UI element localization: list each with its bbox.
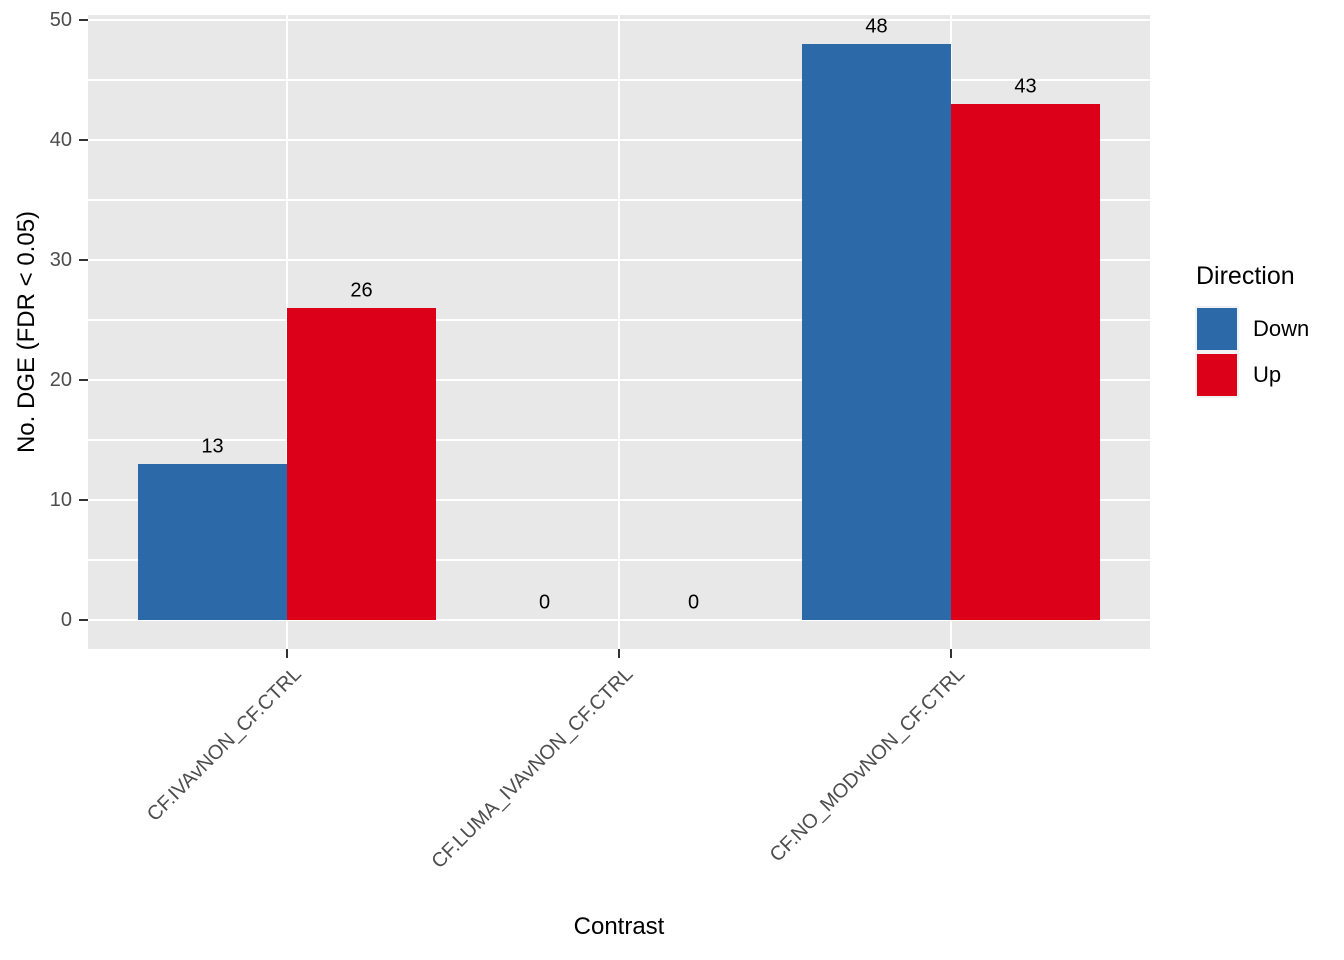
bar-up: [287, 308, 436, 620]
x-tick-label: CF.NO_MODvNON_CF.CTRL: [766, 663, 970, 867]
x-tick-mark: [950, 649, 952, 658]
legend-entry: Down: [1195, 306, 1309, 352]
legend-keys: Down Up: [1195, 306, 1309, 398]
legend-entry: Up: [1195, 352, 1309, 398]
gridline-vertical: [617, 15, 621, 649]
legend-title: Direction: [1196, 262, 1295, 290]
y-tick-mark: [79, 139, 88, 141]
y-tick-label: 40: [49, 129, 72, 151]
legend-swatch-down: [1195, 306, 1239, 352]
bar-value-label: 48: [865, 15, 888, 38]
plot-panel: 13 0 48 26 0 43: [88, 15, 1150, 649]
bar-value-label: 0: [538, 591, 551, 614]
bar-up: [951, 104, 1100, 620]
legend: Direction Down Up: [1195, 262, 1309, 398]
legend-label: Down: [1253, 316, 1310, 341]
y-tick-mark: [79, 499, 88, 501]
x-tick-mark: [618, 649, 620, 658]
x-tick-mark: [286, 649, 288, 658]
y-tick-mark: [79, 19, 88, 21]
bar-value-label: 0: [687, 591, 700, 614]
bar-down: [802, 44, 951, 620]
bar-value-label: 26: [350, 279, 373, 302]
y-tick-label: 30: [49, 249, 72, 271]
legend-swatch-up: [1195, 352, 1239, 398]
x-axis-title: Contrast: [573, 913, 665, 940]
y-tick-label: 10: [49, 489, 72, 511]
x-tick-label: CF.IVAvNON_CF.CTRL: [142, 663, 306, 826]
bar-down: [138, 464, 287, 620]
y-tick-label: 0: [60, 609, 72, 631]
bar-value-label: 13: [201, 435, 224, 458]
y-tick-mark: [79, 619, 88, 621]
bar-value-label: 43: [1014, 75, 1037, 98]
legend-label: Up: [1253, 362, 1282, 387]
y-tick-label: 50: [49, 9, 72, 31]
y-tick-label: 20: [49, 369, 72, 391]
y-axis-title: No. DGE (FDR < 0.05): [13, 210, 40, 454]
x-tick-label: CF.LUMA_IVAvNON_CF.CTRL: [427, 663, 638, 873]
y-tick-mark: [79, 259, 88, 261]
y-tick-mark: [79, 379, 88, 381]
